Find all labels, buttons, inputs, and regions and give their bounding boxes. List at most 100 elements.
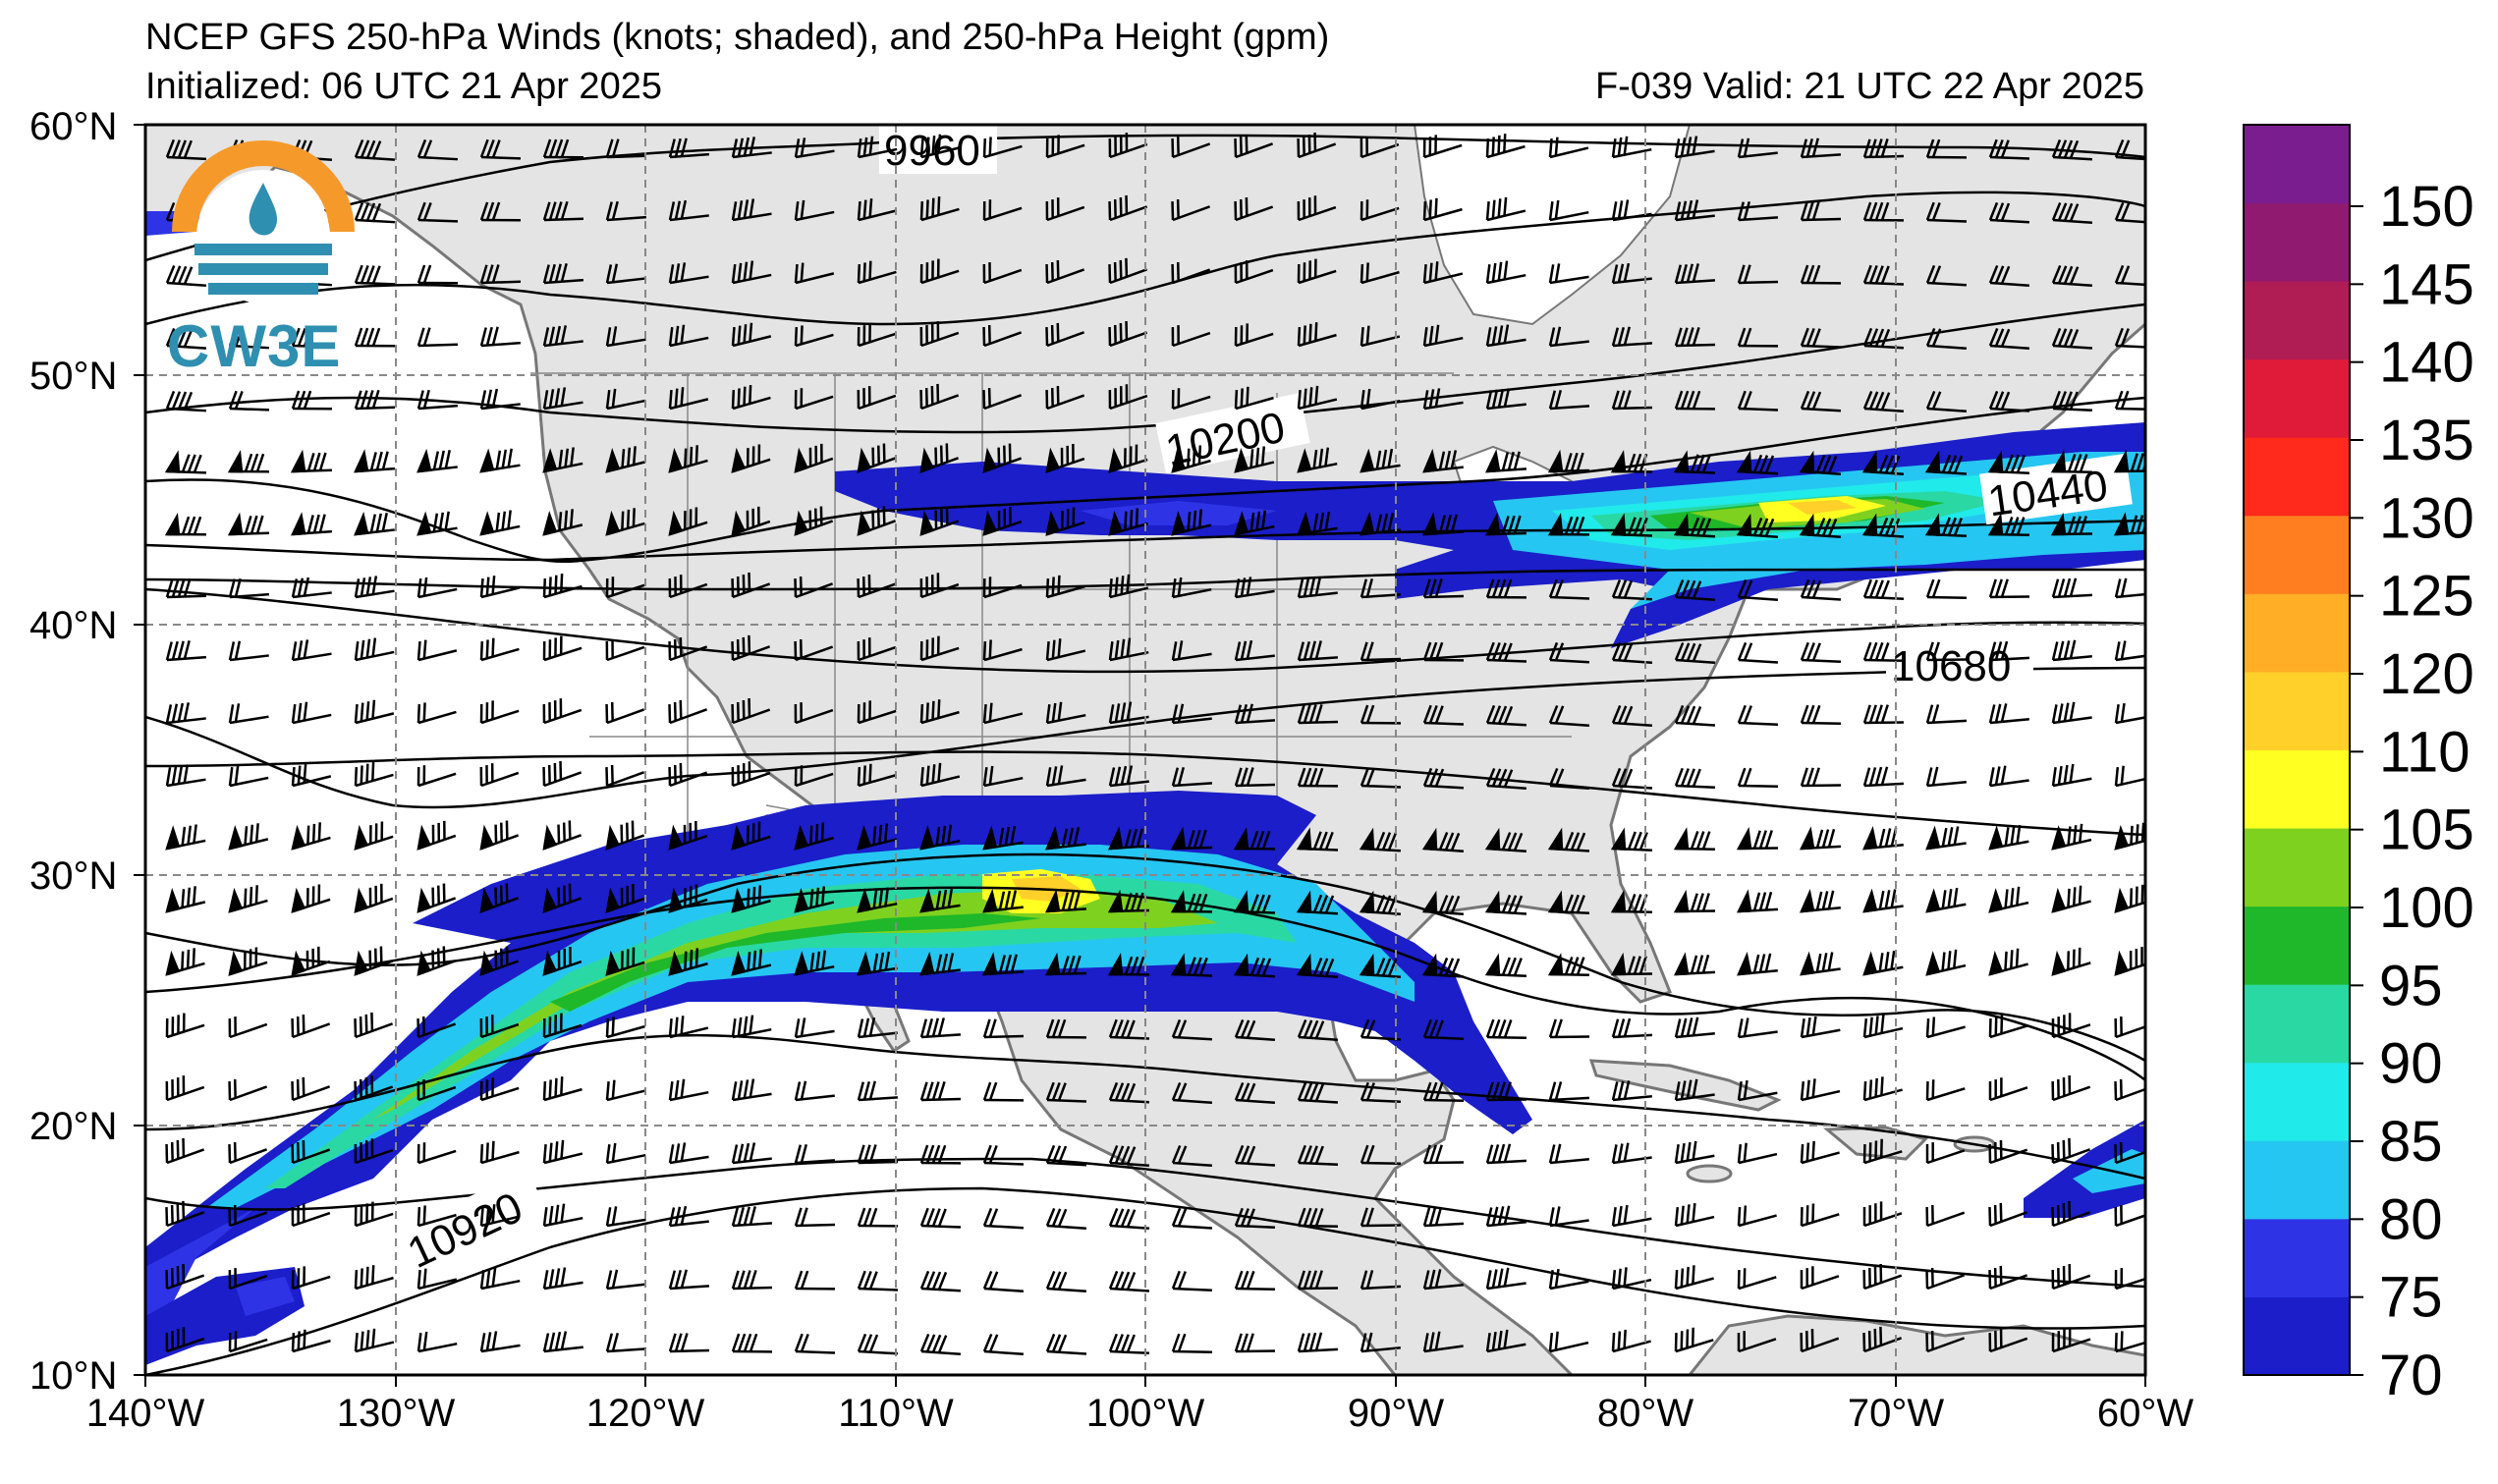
wind-barb: [1862, 704, 1905, 725]
water-drop-icon: [249, 183, 278, 236]
wind-barb: [668, 884, 708, 913]
wind-barb: [982, 1081, 1025, 1102]
wind-barb: [1925, 887, 1967, 913]
wind-barb: [354, 1328, 395, 1353]
wind-barb: [228, 947, 268, 976]
wind-barb: [1422, 324, 1464, 348]
wind-barb: [228, 1204, 268, 1228]
wind-barb: [731, 821, 771, 851]
south-america-land: [1688, 1314, 2145, 1375]
wind-barb: [857, 574, 897, 599]
contour-label-10680: 10680: [1891, 642, 2011, 690]
colorbar-label: 130: [2379, 486, 2474, 550]
wind-barb: [228, 577, 269, 599]
wind-barb: [1547, 513, 1590, 536]
wind-barb: [857, 700, 897, 725]
wind-barb: [605, 577, 645, 599]
wind-barb: [1547, 890, 1590, 915]
wind-barb: [1422, 704, 1465, 726]
wind-barb: [1862, 578, 1905, 601]
wind-barb: [668, 199, 709, 222]
wind-barb: [1045, 765, 1086, 788]
wind-barb: [1673, 952, 1716, 976]
wind-barb: [542, 1203, 583, 1228]
wind-barb: [1988, 264, 2029, 287]
wind-barb: [1861, 450, 1904, 476]
wind-barb: [1108, 257, 1148, 285]
wind-barb: [354, 1074, 394, 1102]
wind-barb: [919, 951, 961, 976]
wind-barb: [354, 327, 396, 348]
wind-barb: [542, 138, 584, 159]
wind-barb: [1988, 1329, 2028, 1353]
wind-barb: [1045, 385, 1085, 411]
wind-barb: [1800, 137, 1841, 159]
wind-barb: [1611, 1329, 1651, 1353]
wind-barb: [1611, 704, 1652, 728]
wind-barb: [1107, 953, 1150, 976]
wind-barb: [1484, 449, 1527, 473]
colorbar-label: 80: [2379, 1187, 2443, 1251]
wind-barb: [982, 324, 1023, 348]
wind-barb: [1925, 1017, 1966, 1039]
wind-barb: [794, 1333, 836, 1354]
wind-barb: [2113, 512, 2145, 536]
wind-barb: [919, 824, 961, 851]
wind-barb: [2114, 822, 2145, 851]
lon-label-90: 90°W: [1348, 1392, 1444, 1435]
wind-barb: [1485, 1267, 1527, 1291]
wind-barb: [919, 1270, 962, 1292]
wind-barb: [1234, 1018, 1275, 1041]
wind-barb: [794, 1143, 835, 1165]
wind-barb: [2051, 1137, 2091, 1165]
wind-barb: [1360, 577, 1401, 599]
wind-barb: [1422, 1081, 1465, 1103]
wind-barb: [1610, 952, 1653, 976]
wind-barb: [1800, 767, 1842, 788]
wind-barb: [1107, 826, 1149, 851]
latitude-labels: 60°N 50°N 40°N 30°N 20°N 10°N: [29, 105, 117, 1398]
wind-barb: [1736, 513, 1778, 538]
colorbar-swatch: [2244, 437, 2350, 517]
wind-barb: [291, 639, 332, 662]
wind-barb: [1925, 1079, 1966, 1102]
wind-barb: [731, 137, 772, 159]
wind-barb: [982, 1207, 1025, 1230]
lon-label-70: 70°W: [1848, 1392, 1944, 1435]
colorbar-swatch: [2244, 281, 2350, 360]
wind-barb: [479, 1331, 521, 1353]
wind-barb: [1171, 1144, 1212, 1168]
wind-barb: [731, 949, 772, 976]
wind-barb: [1297, 385, 1338, 411]
wind-barb: [228, 390, 270, 412]
wind-barb: [1360, 388, 1401, 411]
lat-label-20: 20°N: [29, 1105, 117, 1148]
wind-barb: [479, 388, 521, 411]
wind-barb: [1234, 260, 1274, 285]
wind-barb: [1045, 507, 1085, 536]
wind-barb: [1484, 890, 1527, 915]
wind-barb: [731, 1270, 773, 1291]
wind-barb: [1297, 1332, 1339, 1353]
wind-barb: [982, 137, 1023, 159]
wind-barb: [919, 1207, 962, 1229]
wind-barb: [919, 635, 960, 662]
wind-barb: [1862, 1326, 1903, 1353]
wind-barb: [1171, 1333, 1213, 1354]
wind-barb: [1862, 1014, 1904, 1039]
wind-barb: [1862, 1138, 1903, 1165]
wind-barb: [1925, 390, 1967, 413]
wind-barb: [354, 389, 396, 411]
wind-barb: [2051, 138, 2093, 161]
wind-barb: [1234, 1081, 1275, 1105]
wind-barb: [2114, 640, 2145, 662]
wind-barb: [1422, 261, 1464, 285]
wind-barb: [605, 639, 645, 662]
wind-barb: [354, 264, 396, 286]
wind-barb: [919, 1333, 961, 1355]
wind-barb: [1800, 1329, 1840, 1353]
wind-barb: [1485, 324, 1527, 348]
wind-barb: [2051, 639, 2092, 662]
wind-barb: [857, 1144, 899, 1165]
colorbar-labels: 150 145 140 135 130 125 120 110 105 100 95 90 85 80 75…: [2350, 175, 2474, 1407]
